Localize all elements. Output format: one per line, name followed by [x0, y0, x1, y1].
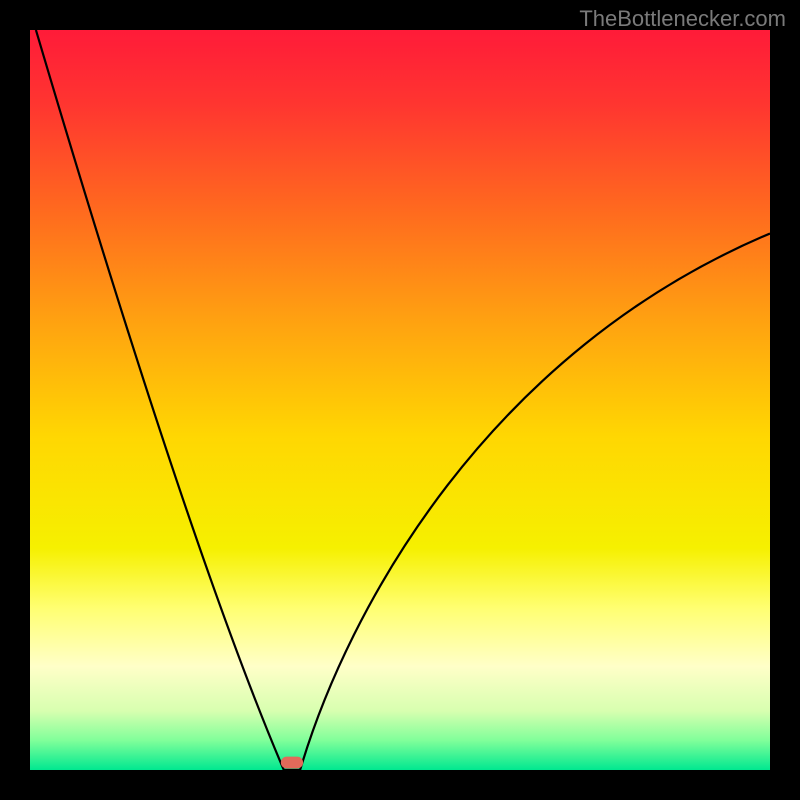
- plot-svg: [30, 30, 770, 770]
- optimal-point-marker: [281, 757, 303, 769]
- gradient-background: [30, 30, 770, 770]
- watermark-text: TheBottlenecker.com: [579, 6, 786, 32]
- plot-area: [30, 30, 770, 770]
